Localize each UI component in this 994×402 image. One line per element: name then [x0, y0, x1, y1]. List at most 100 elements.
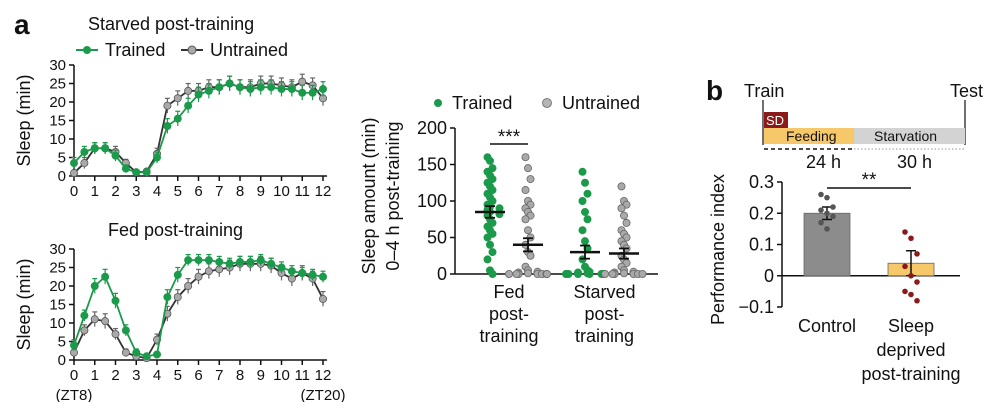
scatter-y-axis-label: Sleep amount (min)	[359, 117, 379, 274]
fed-x-tick-label: 10	[273, 367, 290, 384]
starved-x-tick-label: 10	[273, 183, 290, 200]
fed-point-untrained	[194, 272, 203, 281]
starved-point-trained	[267, 83, 276, 92]
scatter-point-trained	[483, 233, 492, 242]
legend-scatter-trained-marker	[434, 99, 442, 107]
bar-point	[914, 279, 920, 285]
fed-point-trained	[235, 257, 244, 266]
starved-y-tick-label: 15	[49, 113, 66, 130]
starved-point-trained	[101, 144, 110, 153]
fed-y-tick-label: 15	[49, 297, 66, 314]
fed-point-trained	[225, 259, 234, 268]
scatter-point-trained	[581, 237, 590, 246]
bar-point	[824, 210, 830, 217]
starved-point-trained	[235, 83, 244, 92]
starved-point-trained	[111, 151, 120, 160]
fed-x-tick-label: 9	[257, 367, 265, 384]
bar-point	[908, 291, 914, 298]
scatter-point-untrained	[512, 269, 521, 278]
fed-point-trained	[194, 256, 203, 265]
feeding-label: Feeding	[786, 128, 837, 144]
starved-point-untrained	[173, 94, 182, 103]
bar-category-label: Sleep	[888, 316, 934, 336]
scatter-point-trained	[488, 269, 497, 278]
starved-point-untrained	[163, 101, 172, 110]
bar-point	[818, 191, 824, 198]
fed-point-untrained	[184, 281, 193, 290]
fed-point-trained	[173, 270, 182, 279]
starved-point-trained	[90, 144, 99, 153]
scatter-point-trained	[578, 196, 587, 205]
fed-point-trained	[132, 348, 141, 357]
scatter-point-untrained	[521, 153, 530, 162]
scatter-point-trained	[578, 226, 587, 235]
starved-x-tick-label: 5	[174, 183, 182, 200]
line-chart-1-title: Starved post-training	[88, 14, 254, 34]
scatter-point-trained	[562, 269, 571, 278]
fed-x-tick-label: 12	[315, 367, 332, 384]
bar-point	[908, 235, 914, 242]
bar-point	[902, 288, 908, 295]
scatter-point-trained	[583, 215, 592, 224]
scatter-point-untrained	[617, 182, 626, 191]
fed-point-trained	[204, 256, 213, 265]
bar-control	[803, 212, 851, 277]
fed-point-trained	[101, 272, 110, 281]
fed-y-tick-label: 10	[49, 315, 66, 332]
fed-point-untrained	[204, 267, 213, 276]
legend-scatter-trained-label: Trained	[452, 93, 512, 113]
fed-point-trained	[318, 272, 327, 281]
fed-x-tick-label: 2	[111, 367, 119, 384]
scatter-y-tick-label: 200	[417, 118, 447, 138]
starved-y-axis-label: Sleep (min)	[14, 74, 34, 166]
starved-point-trained	[318, 85, 327, 94]
bar-point	[818, 207, 824, 213]
fed-x-tick-label: 4	[153, 367, 161, 384]
feeding-block	[764, 128, 854, 144]
scatter-category-label: training	[479, 326, 538, 346]
starved-point-trained	[215, 83, 224, 92]
scatter-point-untrained	[620, 269, 629, 278]
scatter-point-trained	[581, 178, 590, 187]
scatter-point-untrained	[524, 164, 533, 173]
bar-point	[902, 263, 908, 270]
starved-x-tick-label: 0	[70, 183, 78, 200]
starved-point-trained	[142, 168, 151, 177]
scatter-category-label: post-	[584, 304, 624, 324]
scatter-significance-label: ***	[498, 127, 521, 148]
fed-point-untrained	[173, 293, 182, 302]
starved-point-trained	[246, 85, 255, 94]
starved-point-trained	[152, 153, 161, 162]
legend-trained-label: Trained	[105, 40, 165, 60]
fed-x-start-label: (ZT8)	[56, 387, 93, 402]
scatter-point-trained	[574, 269, 583, 278]
starved-y-tick-label: 0	[58, 168, 66, 185]
fed-x-tick-label: 5	[174, 367, 182, 384]
starved-point-untrained	[80, 159, 89, 168]
fed-point-trained	[267, 259, 276, 268]
starved-point-trained	[287, 85, 296, 94]
scatter-point-trained	[485, 240, 494, 249]
bar-point	[902, 229, 908, 235]
bar-y-axis-label: Performance index	[708, 174, 728, 325]
scatter-point-trained	[585, 269, 594, 278]
scatter-point-untrained	[504, 269, 513, 278]
bar-chart-performance-index: 0.3 0.2 0.1 0 −0.1 Performance index Control Sl…	[708, 170, 961, 384]
bar-point	[914, 251, 920, 257]
fed-point-trained	[246, 257, 255, 266]
legend-untrained-marker	[187, 45, 197, 55]
scatter-point-trained	[485, 156, 494, 165]
fed-point-trained	[256, 256, 265, 265]
starved-x-tick-label: 2	[111, 183, 119, 200]
fed-x-tick-label: 0	[70, 367, 78, 384]
fed-point-trained	[70, 341, 79, 350]
scatter-point-untrained	[521, 215, 530, 224]
scatter-point-untrained	[638, 269, 647, 278]
starved-point-untrained	[70, 169, 79, 178]
sd-label: SD	[766, 113, 784, 128]
scatter-point-untrained	[608, 269, 617, 278]
scatter-y-tick-label: 50	[427, 228, 447, 248]
fed-y-tick-label: 0	[58, 352, 66, 369]
scatter-chart-sleep-amount: 0 50 100 150 200 Sleep amount (min) 0–4 h post…	[359, 117, 658, 346]
